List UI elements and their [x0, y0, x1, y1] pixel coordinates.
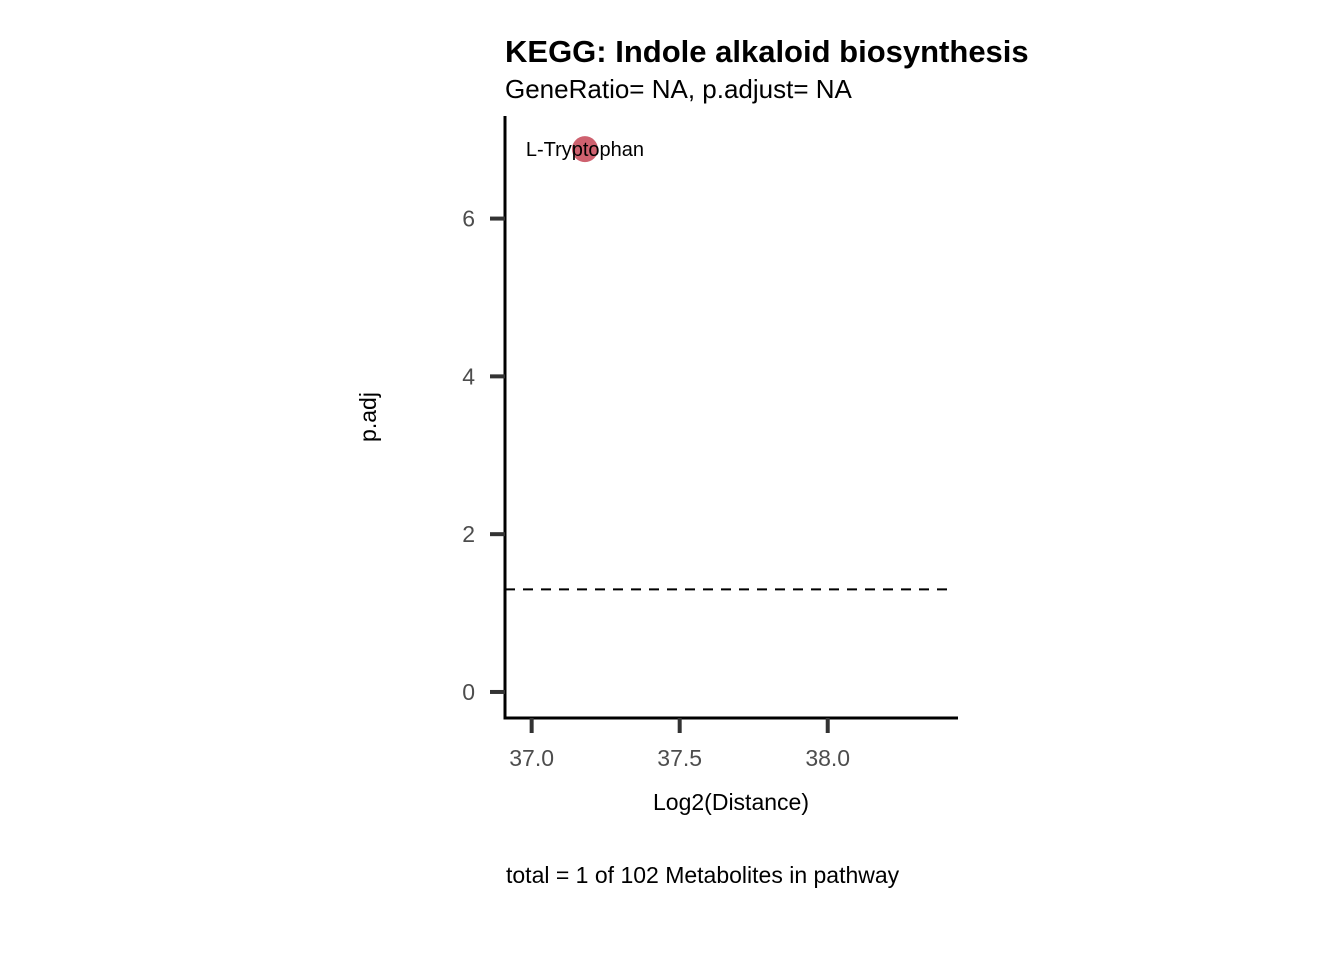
- y-tick-label: 0: [462, 679, 475, 705]
- chart-caption: total = 1 of 102 Metabolites in pathway: [506, 862, 900, 888]
- ticks: 37.0 37.5 38.0 0 2 4 6: [462, 206, 850, 771]
- x-tick-label: 37.0: [509, 745, 554, 771]
- y-tick-label: 4: [462, 363, 475, 389]
- axes: [503, 116, 958, 720]
- y-tick-label: 6: [462, 206, 475, 232]
- point-label: L-Tryptophan: [526, 139, 644, 161]
- y-tick-label: 2: [462, 521, 475, 547]
- x-tick-label: 37.5: [657, 745, 702, 771]
- data-point: [571, 136, 598, 163]
- x-axis-label: Log2(Distance): [653, 789, 809, 815]
- y-axis-label: p.adj: [355, 392, 381, 442]
- points: L-Tryptophan: [526, 136, 644, 163]
- chart-subtitle: GeneRatio= NA, p.adjust= NA: [505, 74, 853, 104]
- chart-title: KEGG: Indole alkaloid biosynthesis: [505, 34, 1029, 69]
- x-tick-label: 38.0: [805, 745, 850, 771]
